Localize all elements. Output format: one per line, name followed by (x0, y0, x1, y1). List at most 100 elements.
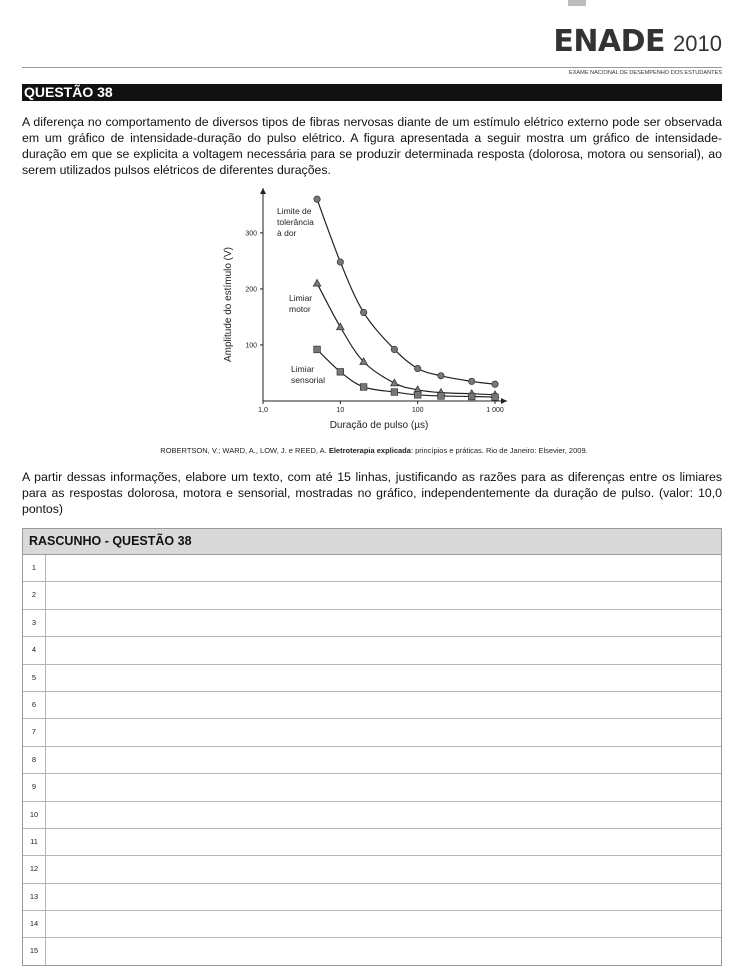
draft-line-area[interactable] (46, 610, 721, 636)
draft-line-number: 2 (23, 582, 46, 609)
draft-line[interactable]: 13 (23, 882, 721, 911)
draft-line-area[interactable] (46, 719, 721, 745)
data-point (313, 195, 321, 203)
draft-line-number: 5 (23, 664, 46, 691)
data-point (468, 392, 476, 401)
data-point (437, 372, 445, 380)
data-point (359, 357, 369, 365)
citation-title: Eletroterapia explicada (328, 446, 411, 455)
x-tick-label: 100 (412, 407, 424, 414)
draft-line-area[interactable] (46, 884, 721, 910)
draft-line[interactable]: 6 (23, 690, 721, 719)
x-tick-label: 1,0 (258, 407, 268, 414)
draft-line-area[interactable] (46, 911, 721, 937)
draft-line[interactable]: 11 (23, 827, 721, 856)
data-point (390, 388, 399, 396)
question-prompt: A partir dessas informações, elabore um … (22, 470, 722, 516)
draft-line[interactable]: 8 (23, 745, 721, 774)
draft-title: RASCUNHO - QUESTÃO 38 (23, 529, 721, 555)
draft-line-area[interactable] (46, 829, 721, 855)
data-point (414, 364, 422, 373)
draft-line-area[interactable] (46, 774, 721, 800)
draft-line[interactable]: 15 (23, 937, 721, 965)
data-point (313, 345, 321, 354)
draft-line-number: 11 (23, 828, 46, 856)
series-label: Limite de (277, 206, 312, 216)
question-intro: A diferença no comportamento de diversos… (22, 115, 722, 177)
data-point (336, 258, 344, 266)
x-tick-label: 1 000 (486, 407, 504, 414)
x-axis-arrow (501, 398, 507, 404)
strength-duration-chart: 1,0 10 100 1 000 100 200 300 Duração de pulso (… (223, 188, 507, 431)
data-point (491, 393, 499, 401)
draft-line[interactable]: 2 (23, 581, 721, 609)
data-point (437, 392, 445, 400)
x-tick-label: 10 (336, 407, 344, 414)
draft-line-number: 13 (23, 883, 46, 911)
header-divider (22, 67, 722, 68)
exam-subtitle: EXAME NACIONAL DE DESEMPENHO DOS ESTUDAN… (568, 70, 722, 76)
enade-logo: ENADE 2010 (553, 24, 722, 59)
draft-line-area[interactable] (46, 802, 721, 828)
draft-line-area[interactable] (46, 665, 721, 691)
citation: ROBERTSON, V.; WARD, A., LOW, J. e REED,… (0, 446, 748, 455)
draft-line-number: 8 (23, 746, 46, 774)
series-label: Limiar (291, 364, 314, 374)
data-point (359, 383, 368, 391)
series-label: Limiar (289, 293, 312, 303)
data-point (414, 391, 422, 399)
series-label: motor (289, 304, 311, 314)
draft-line[interactable]: 9 (23, 773, 721, 801)
draft-line-number: 1 (23, 555, 46, 582)
draft-line[interactable]: 12 (23, 855, 721, 883)
data-point (491, 380, 499, 388)
draft-line-area[interactable] (46, 747, 721, 773)
y-tick-label: 100 (245, 342, 257, 349)
draft-line-number: 4 (23, 637, 46, 664)
brand-year: 2010 (673, 31, 722, 56)
draft-line[interactable]: 1 (23, 555, 721, 582)
draft-line-number: 3 (23, 609, 46, 637)
draft-line-area[interactable] (46, 637, 721, 663)
header-tab-mark (568, 0, 586, 6)
citation-authors: ROBERTSON, V.; WARD, A., LOW, J. e REED,… (160, 446, 329, 455)
draft-box: RASCUNHO - QUESTÃO 38 1 2 3 4 5 6 7 8 9 10 11 12 13 1… (22, 528, 722, 966)
data-point (360, 308, 368, 316)
draft-line[interactable]: 10 (23, 800, 721, 828)
data-point (312, 278, 322, 287)
draft-line-number: 10 (23, 801, 46, 828)
x-axis-label: Duração de pulso (µs) (330, 420, 429, 431)
data-point (336, 368, 344, 376)
series-label: sensorial (291, 375, 325, 385)
draft-line-number: 12 (23, 856, 46, 883)
question-title: QUESTÃO 38 (22, 84, 722, 101)
series-curve (316, 283, 496, 396)
y-tick-label: 300 (245, 230, 257, 237)
draft-line[interactable]: 7 (23, 718, 721, 746)
draft-line[interactable]: 14 (23, 910, 721, 938)
data-point (390, 345, 398, 353)
draft-line-number: 14 (23, 911, 46, 938)
y-axis-label: Amplitude do estímulo (V) (223, 247, 234, 362)
draft-line[interactable]: 3 (23, 608, 721, 637)
draft-lines: 1 2 3 4 5 6 7 8 9 10 11 12 13 14 15 (23, 555, 721, 965)
draft-line-area[interactable] (46, 692, 721, 718)
draft-line[interactable]: 4 (23, 636, 721, 664)
draft-line[interactable]: 5 (23, 663, 721, 691)
y-tick-label: 200 (245, 286, 257, 293)
draft-line-area[interactable] (46, 582, 721, 608)
draft-line-number: 9 (23, 774, 46, 801)
draft-line-area[interactable] (46, 938, 721, 964)
y-axis-arrow (260, 188, 266, 194)
draft-line-area[interactable] (46, 555, 721, 581)
series-label: à dor (277, 228, 297, 238)
citation-publisher: : princípios e práticas. Rio de Janeiro:… (410, 446, 588, 455)
data-point (468, 377, 476, 385)
draft-line-number: 15 (23, 938, 46, 965)
draft-line-number: 6 (23, 691, 46, 719)
series-label: tolerância (277, 217, 314, 227)
draft-line-area[interactable] (46, 856, 721, 882)
data-point (335, 322, 345, 331)
